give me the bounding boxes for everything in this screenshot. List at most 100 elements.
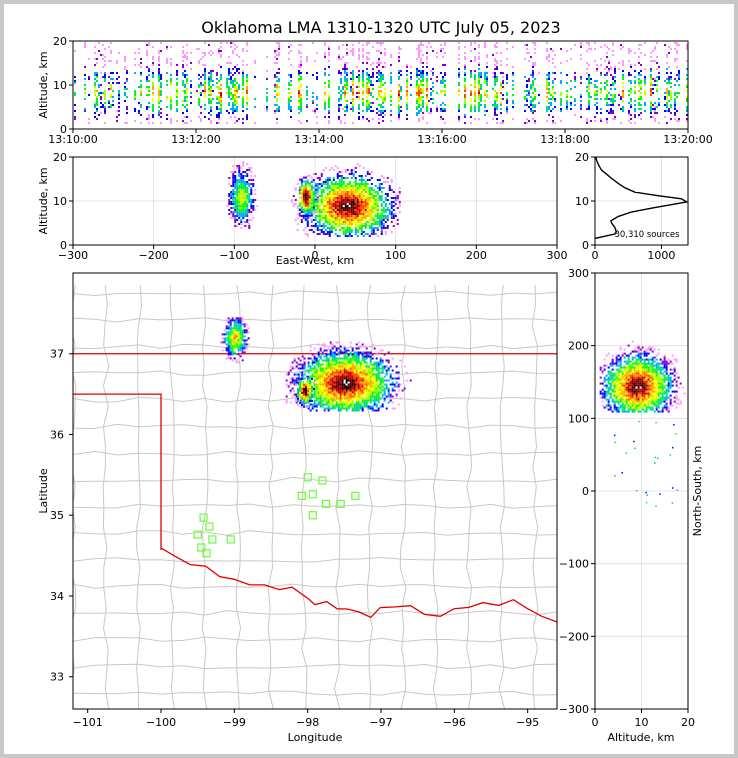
source-point	[234, 211, 237, 213]
source-point	[344, 86, 346, 88]
source-point	[305, 369, 308, 372]
source-point	[84, 66, 86, 68]
source-point	[464, 74, 466, 76]
source-point	[362, 199, 365, 201]
source-point	[176, 72, 178, 74]
source-point	[104, 90, 106, 92]
source-point	[330, 183, 333, 185]
source-point	[486, 82, 488, 84]
source-point	[418, 70, 420, 72]
source-point	[674, 108, 676, 110]
source-point	[368, 76, 370, 78]
source-point	[534, 62, 536, 64]
source-point	[299, 405, 302, 408]
source-point	[390, 100, 392, 102]
source-point	[358, 165, 361, 167]
source-point	[474, 106, 476, 108]
source-point	[304, 196, 307, 199]
source-point	[356, 203, 359, 205]
source-point	[328, 223, 331, 225]
source-point	[84, 46, 86, 48]
source-point	[370, 183, 373, 185]
source-point	[227, 325, 230, 328]
source-point	[234, 185, 237, 187]
source-point	[478, 94, 480, 96]
source-point	[158, 100, 160, 102]
source-point	[610, 88, 612, 90]
source-point	[380, 197, 383, 199]
source-point	[357, 397, 360, 400]
source-point	[310, 200, 313, 203]
source-point	[170, 100, 172, 102]
source-point	[354, 207, 357, 209]
source-point	[338, 189, 341, 191]
source-point	[362, 223, 365, 225]
source-point	[358, 223, 361, 225]
ew-tick: 300	[547, 249, 568, 262]
source-point	[319, 375, 322, 378]
source-point	[398, 48, 400, 50]
source-point	[342, 231, 345, 233]
source-point	[416, 76, 418, 78]
source-point	[360, 211, 363, 213]
source-point	[628, 94, 630, 96]
source-point	[506, 82, 508, 84]
source-point	[246, 102, 248, 104]
source-point	[580, 100, 582, 102]
source-point	[652, 60, 654, 62]
source-point	[316, 196, 319, 199]
source-point	[341, 391, 344, 394]
source-point	[500, 64, 502, 66]
source-point	[126, 88, 128, 90]
source-point	[362, 215, 365, 217]
source-point	[236, 54, 238, 56]
source-point	[614, 70, 616, 72]
source-point	[400, 48, 402, 50]
source-point	[594, 120, 596, 122]
source-point	[570, 58, 572, 60]
source-point	[370, 213, 373, 215]
source-point	[478, 102, 480, 104]
source-point	[228, 195, 231, 197]
source-point	[337, 387, 340, 390]
source-point	[500, 92, 502, 94]
source-point	[104, 110, 106, 112]
source-point	[324, 86, 326, 88]
source-point	[358, 56, 360, 58]
source-point	[357, 379, 360, 382]
source-point	[160, 90, 162, 92]
source-point	[140, 66, 142, 68]
source-point	[480, 88, 482, 90]
source-point	[325, 383, 328, 386]
source-point	[586, 78, 588, 80]
source-point	[248, 211, 251, 213]
source-point	[346, 217, 349, 219]
source-point	[376, 227, 379, 229]
source-point	[420, 90, 422, 92]
source-point	[328, 104, 330, 106]
source-point	[512, 46, 514, 48]
source-point	[360, 175, 363, 177]
source-point	[358, 106, 360, 108]
source-point	[328, 116, 330, 118]
source-point	[388, 189, 391, 191]
source-point	[229, 321, 232, 324]
source-point	[532, 62, 534, 64]
source-point	[146, 118, 148, 120]
source-point	[440, 80, 442, 82]
source-point	[266, 56, 268, 58]
source-point	[328, 80, 330, 82]
source-point	[96, 102, 98, 104]
source-point	[352, 189, 355, 191]
source-point	[244, 209, 247, 211]
source-point	[96, 118, 98, 120]
source-point	[298, 90, 300, 92]
source-point	[524, 122, 526, 124]
source-point	[594, 104, 596, 106]
source-point	[496, 104, 498, 106]
county-line	[73, 610, 557, 616]
source-point	[170, 106, 172, 108]
source-point	[235, 333, 238, 336]
source-point	[242, 197, 245, 199]
source-point	[330, 209, 333, 211]
